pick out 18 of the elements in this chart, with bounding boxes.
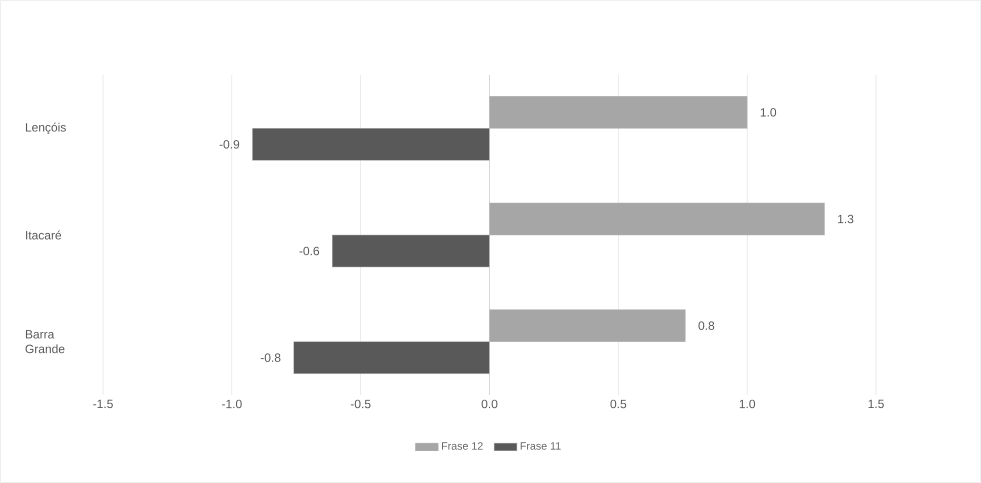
y-tick-label: Lençóis — [26, 122, 66, 134]
x-tick-label: -1.0 — [222, 400, 242, 408]
x-tick-label: 1.5 — [868, 400, 884, 408]
data-label: 1.3 — [838, 214, 854, 224]
data-label: -0.6 — [299, 246, 320, 256]
data-label: 1.0 — [760, 108, 776, 117]
x-tick-label: -0.5 — [350, 400, 371, 408]
x-tick-label: 0.0 — [482, 400, 498, 408]
x-tick-label: -1.5 — [93, 400, 113, 408]
y-tick-label: Barra Grande — [26, 330, 64, 354]
legend-label: Frase 11 — [520, 442, 561, 450]
x-tick-label: 0.5 — [610, 400, 626, 408]
data-label: -0.8 — [260, 353, 280, 362]
y-tick-label: Itacaré — [26, 230, 62, 240]
data-label: -0.9 — [220, 140, 240, 149]
data-label: 0.8 — [698, 321, 714, 330]
legend-label: Frase 12 — [442, 442, 483, 450]
x-tick-label: 1.0 — [740, 400, 756, 408]
